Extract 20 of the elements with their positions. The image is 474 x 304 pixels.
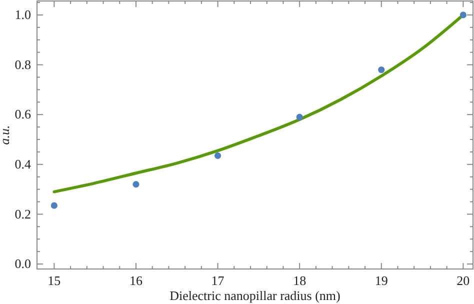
point bbox=[214, 152, 222, 159]
x-tick-label: 16 bbox=[129, 273, 143, 288]
y-tick-label: 0.8 bbox=[14, 56, 31, 72]
y-tick-label: 0.2 bbox=[14, 206, 31, 222]
x-axis-title: Dielectric nanopillar radius (nm) bbox=[170, 288, 340, 303]
point bbox=[378, 66, 385, 74]
point bbox=[132, 181, 140, 188]
y-tick-label: 0.6 bbox=[14, 106, 32, 122]
x-tick-label: 20 bbox=[456, 273, 470, 288]
x-tick-label: 19 bbox=[374, 273, 388, 288]
x-tick-label: 15 bbox=[48, 273, 61, 288]
point bbox=[50, 202, 58, 209]
point bbox=[460, 12, 466, 18]
y-tick-label: 0.4 bbox=[14, 156, 32, 172]
y-tick-label: 1.0 bbox=[14, 7, 31, 22]
x-tick-label: 18 bbox=[293, 273, 306, 288]
point bbox=[296, 114, 303, 120]
y-tick-label: 0.0 bbox=[14, 256, 31, 272]
x-tick-label: 17 bbox=[211, 273, 225, 288]
y-axis-title: a.u. bbox=[0, 125, 12, 145]
